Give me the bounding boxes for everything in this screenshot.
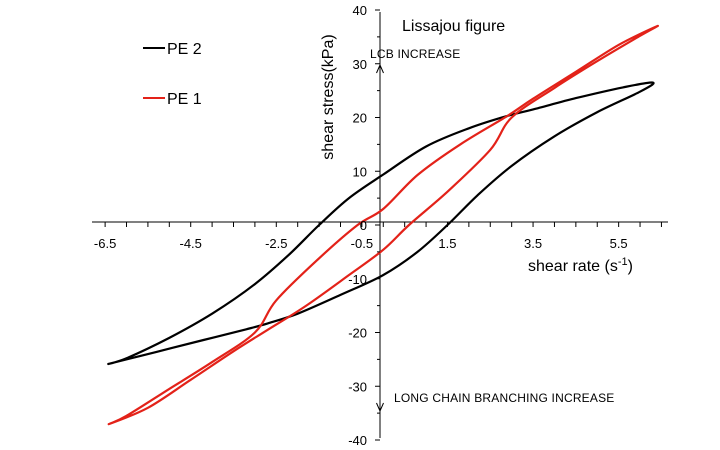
y-tick-label: 20: [353, 111, 367, 126]
y-tick-label: -10: [348, 272, 367, 287]
series-line-pe1: [107, 24, 659, 426]
y-axis-title: shear stress(kPa): [320, 34, 337, 159]
legend: PE 2 PE 1: [143, 41, 202, 108]
y-tick-label: 10: [353, 164, 367, 179]
y-tick-label: -30: [348, 379, 367, 394]
y-tick-label: -40: [348, 433, 367, 448]
x-tick-label: 3.5: [524, 236, 542, 251]
x-tick-label: -4.5: [180, 236, 202, 251]
y-tick-label: 30: [353, 57, 367, 72]
series-line-pe2: [107, 81, 655, 366]
annotation-long-chain-branching-increase: LONG CHAIN BRANCHING INCREASE: [394, 391, 615, 405]
x-tick-label: -6.5: [94, 236, 116, 251]
y-tick-label: 0: [360, 218, 367, 233]
x-axis-title-sup: -1: [618, 256, 628, 268]
x-tick-label: 1.5: [438, 236, 456, 251]
y-tick-label: 40: [353, 3, 367, 18]
x-axis-title: shear rate (s-1): [528, 256, 633, 275]
x-axis-title-end: ): [628, 258, 633, 275]
x-tick-label: -2.5: [265, 236, 287, 251]
x-axis-title-main: shear rate (s: [528, 258, 618, 275]
legend-label-pe2: PE 2: [167, 41, 202, 58]
x-tick-label: -0.5: [351, 236, 373, 251]
annotation-lcb-increase: LCB INCREASE: [370, 47, 460, 61]
legend-label-pe1: PE 1: [167, 91, 202, 108]
ticks: -6.5 -4.5 -2.5 -0.5 1.5 3.5 5.5 -40 -30 -20 -10 0 10…: [94, 3, 662, 448]
y-tick-label: -20: [348, 326, 367, 341]
arrow-down-icon: [376, 402, 384, 413]
curves: [107, 24, 659, 426]
x-tick-label: 5.5: [610, 236, 628, 251]
chart-title: Lissajou figure: [402, 18, 505, 35]
arrow-up-icon: [376, 63, 384, 74]
